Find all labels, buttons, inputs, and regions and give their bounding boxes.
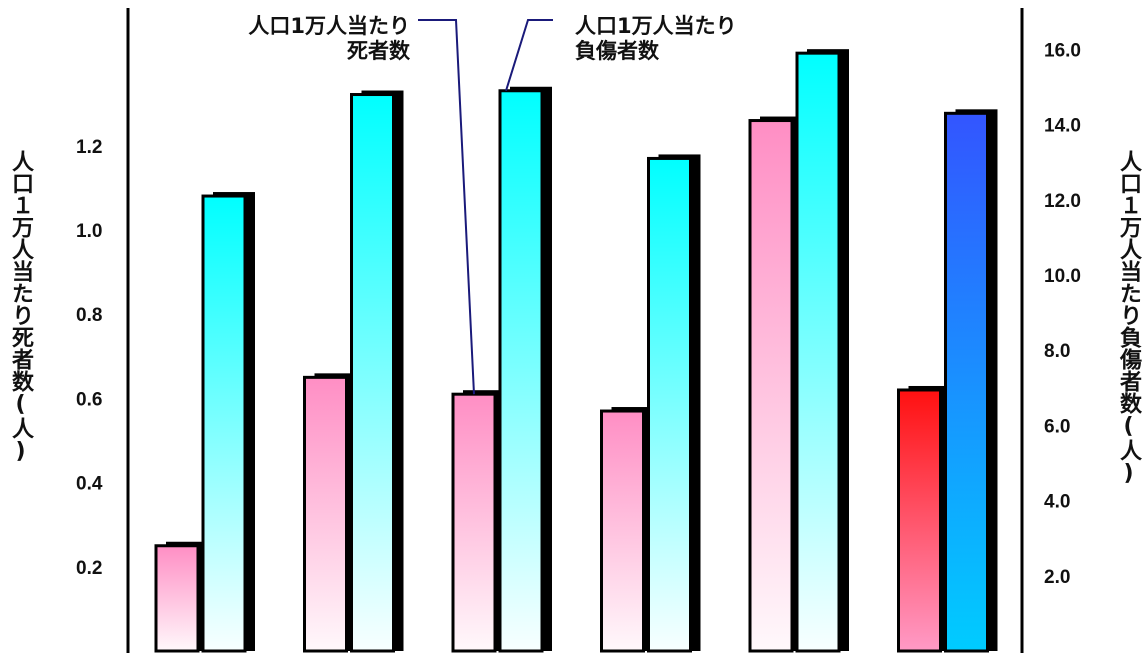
death-bar bbox=[897, 388, 942, 653]
callout-injuries-leader bbox=[505, 19, 553, 92]
callout-injuries-line2: 負傷者数 bbox=[575, 39, 659, 63]
chart-marks bbox=[154, 49, 998, 653]
left-tick-label: 1.0 bbox=[76, 221, 102, 242]
injury-bar bbox=[795, 51, 841, 653]
left-tick-label: 0.4 bbox=[76, 474, 103, 495]
right-tick-label: 10.0 bbox=[1044, 266, 1081, 287]
injury-bar bbox=[944, 111, 989, 653]
death-bar bbox=[154, 544, 200, 653]
injury-bar bbox=[647, 156, 692, 653]
left-tick-label: 0.6 bbox=[76, 389, 102, 410]
right-tick-label: 6.0 bbox=[1044, 416, 1070, 437]
right-tick-label: 12.0 bbox=[1044, 191, 1081, 212]
callout-deaths-label: 人口1万人当たり 死者数 bbox=[230, 14, 410, 64]
right-tick-label: 16.0 bbox=[1044, 40, 1081, 61]
callout-deaths-line2: 死者数 bbox=[347, 39, 410, 63]
right-tick-label: 4.0 bbox=[1044, 492, 1070, 513]
death-bar bbox=[451, 392, 497, 653]
left-tick-label: 1.2 bbox=[76, 137, 102, 158]
death-bar bbox=[748, 119, 794, 653]
right-tick-label: 8.0 bbox=[1044, 341, 1070, 362]
callout-deaths-leader bbox=[418, 19, 475, 395]
right-tick-label: 2.0 bbox=[1044, 567, 1070, 588]
callout-injuries-label: 人口1万人当たり 負傷者数 bbox=[575, 14, 775, 64]
right-axis-label: 人口１万人当たり負傷者数(人) bbox=[1116, 150, 1141, 486]
left-tick-label: 0.2 bbox=[76, 558, 102, 579]
chart-axes: 0.2 0.4 0.6 0.8 1.0 1.2 2.0 4.0 6.0 8.0 10.0 12.0 14… bbox=[76, 8, 1081, 653]
injury-bar bbox=[350, 93, 395, 653]
right-tick-label: 14.0 bbox=[1044, 116, 1081, 137]
callout-deaths-line1: 人口1万人当たり bbox=[248, 14, 410, 38]
injury-bar bbox=[201, 194, 247, 653]
left-tick-label: 0.8 bbox=[76, 305, 102, 326]
death-bar bbox=[303, 375, 348, 653]
death-bar bbox=[600, 409, 645, 653]
left-axis-label: 人口１万人当たり死者数(人) bbox=[8, 150, 33, 464]
callout-injuries-line1: 人口1万人当たり bbox=[575, 14, 737, 38]
injury-bar bbox=[498, 89, 544, 653]
